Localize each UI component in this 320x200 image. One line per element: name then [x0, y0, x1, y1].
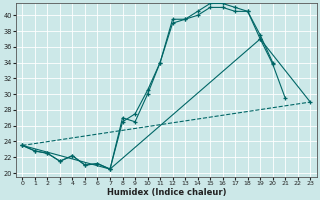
X-axis label: Humidex (Indice chaleur): Humidex (Indice chaleur): [107, 188, 226, 197]
